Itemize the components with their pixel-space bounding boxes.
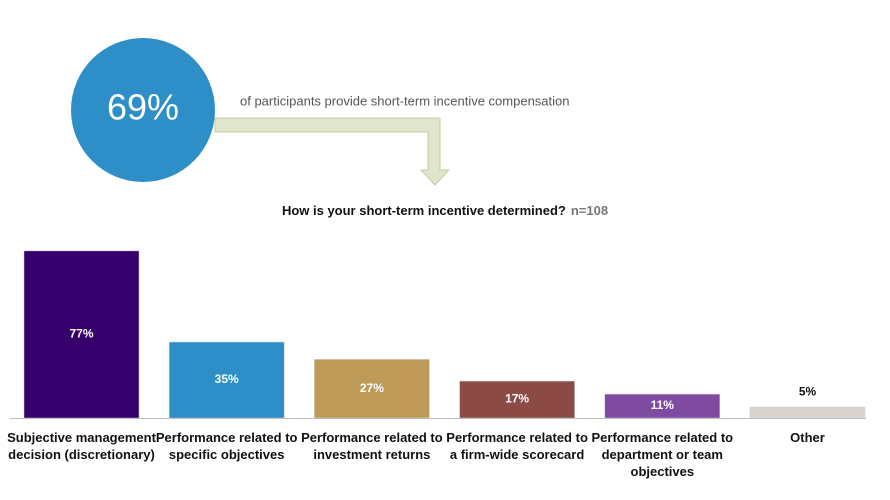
x-tick-label: Performance related to investment return… <box>301 430 443 462</box>
bar <box>604 393 721 419</box>
value-label: 5% <box>799 384 817 398</box>
value-label: 11% <box>651 398 675 412</box>
chart-title: How is your short-term incentive determi… <box>282 203 566 218</box>
chart-subtitle: n=108 <box>571 203 608 218</box>
bar <box>23 250 140 419</box>
x-tick-label: Performance related to specific objectiv… <box>155 430 298 462</box>
value-label: 27% <box>360 381 384 395</box>
highlight-text: of participants provide short-term incen… <box>240 93 570 108</box>
chart-title-group: How is your short-term incentive determi… <box>282 203 608 218</box>
value-label: 35% <box>215 372 239 386</box>
bar <box>314 359 430 419</box>
highlight-circle <box>71 38 215 182</box>
value-label: 77% <box>69 327 93 341</box>
x-tick-label: Subjective management decision (discreti… <box>7 430 156 462</box>
bar <box>459 380 575 419</box>
x-tick-label: Performance related to department or tea… <box>591 430 734 479</box>
x-tick-label: Other <box>790 430 825 445</box>
arrow <box>214 117 451 186</box>
bar <box>168 341 285 419</box>
highlight-value: 69% <box>107 87 179 128</box>
value-label: 17% <box>505 392 529 406</box>
x-tick-label: Performance related to a firm-wide score… <box>446 430 588 462</box>
bar <box>749 406 866 419</box>
